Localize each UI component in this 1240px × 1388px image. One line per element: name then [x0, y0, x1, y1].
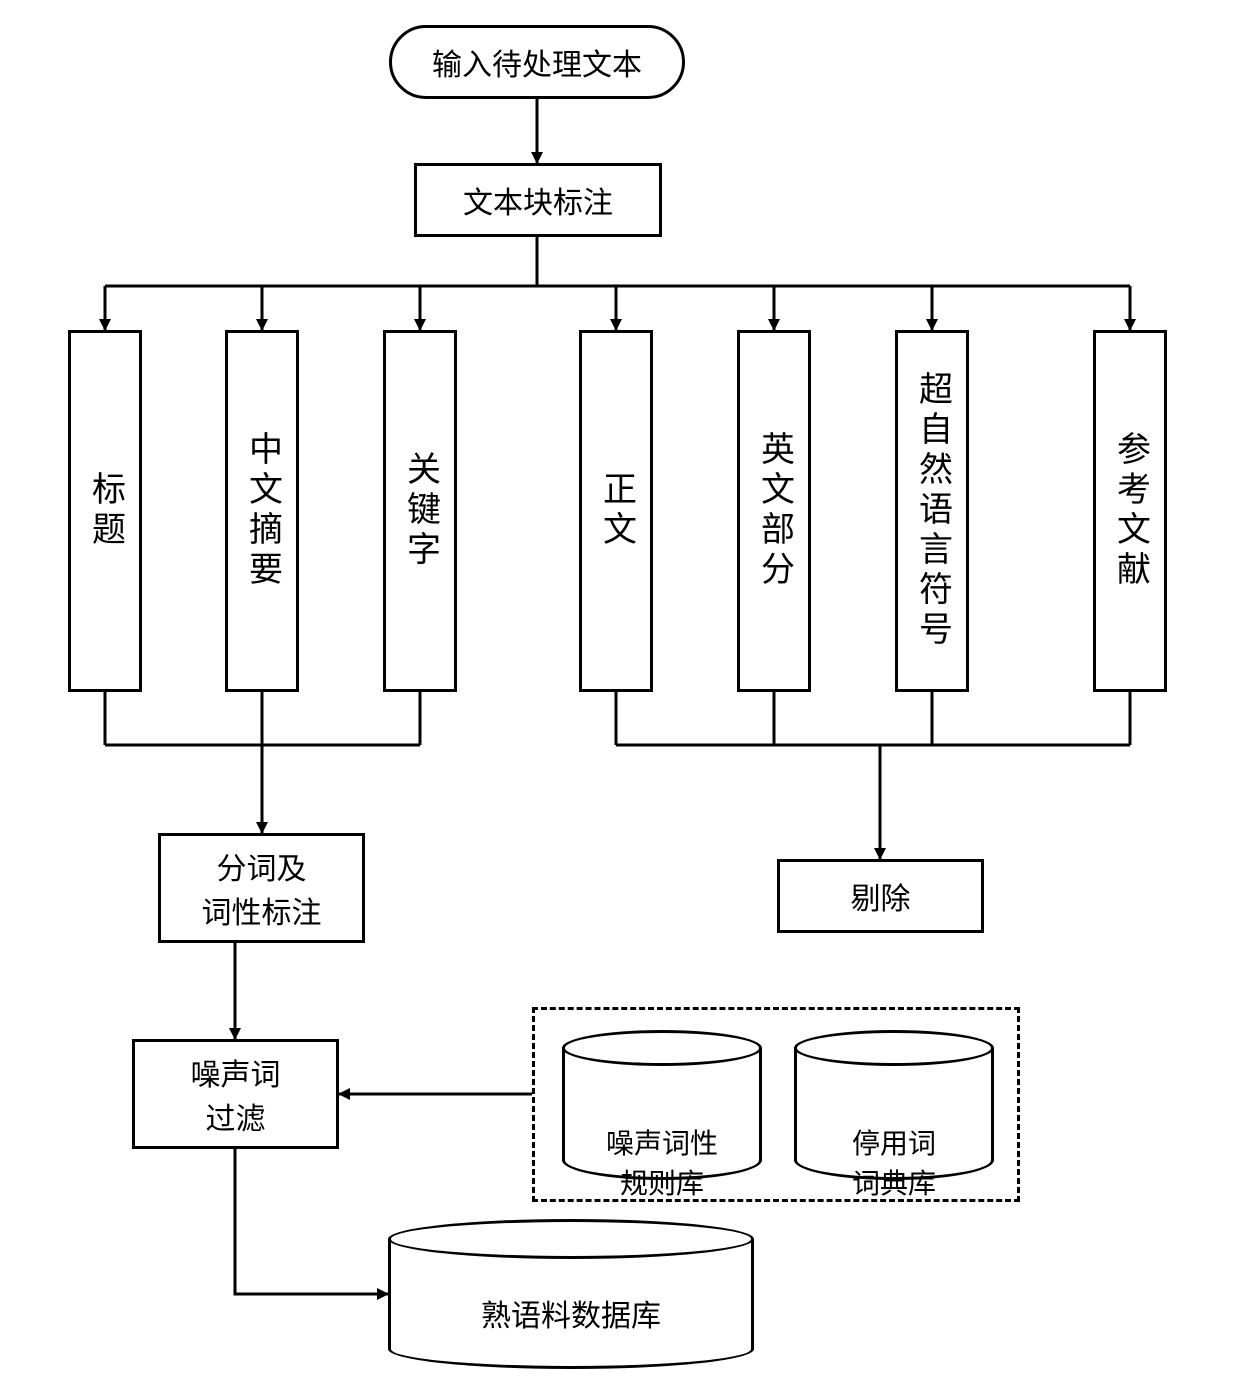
node-cyl3: 熟语料数据库	[388, 1219, 754, 1369]
flowchart-canvas: 输入待处理文本 文本块标注 标题 中文摘要 关键字 正文 英文部分 超自然语言符…	[0, 0, 1240, 1388]
node-seg-label: 分词及 词性标注	[202, 844, 322, 932]
node-noise: 噪声词 过滤	[132, 1039, 339, 1149]
node-cyl1: 噪声词性 规则库	[562, 1030, 762, 1180]
node-c4-label: 正文	[592, 471, 641, 551]
node-input-label: 输入待处理文本	[432, 40, 642, 84]
node-c3-label: 关键字	[396, 451, 445, 571]
node-c1-label: 标题	[81, 471, 130, 551]
edge-noise-cyl3	[235, 1149, 388, 1294]
node-c2-label: 中文摘要	[238, 431, 287, 591]
node-cyl1-label: 噪声词性 规则库	[606, 1129, 718, 1200]
node-c2: 中文摘要	[225, 330, 299, 692]
node-noise-label: 噪声词 过滤	[191, 1050, 281, 1138]
node-cyl2: 停用词 词典库	[794, 1030, 994, 1180]
node-seg: 分词及 词性标注	[158, 833, 365, 943]
node-remove-label: 剔除	[851, 874, 911, 918]
node-c6-label: 超自然语言符号	[908, 371, 957, 651]
node-c6: 超自然语言符号	[895, 330, 969, 692]
node-annotate-label: 文本块标注	[463, 178, 613, 222]
node-c7-label: 参考文献	[1106, 431, 1155, 591]
node-c5-label: 英文部分	[750, 431, 799, 591]
node-cyl3-label: 熟语料数据库	[481, 1300, 661, 1333]
node-c3: 关键字	[383, 330, 457, 692]
node-c4: 正文	[579, 330, 653, 692]
node-c5: 英文部分	[737, 330, 811, 692]
node-cyl2-label: 停用词 词典库	[852, 1129, 936, 1200]
node-c1: 标题	[68, 330, 142, 692]
node-input: 输入待处理文本	[389, 25, 685, 99]
node-annotate: 文本块标注	[414, 163, 662, 237]
node-c7: 参考文献	[1093, 330, 1167, 692]
node-remove: 剔除	[777, 859, 984, 933]
